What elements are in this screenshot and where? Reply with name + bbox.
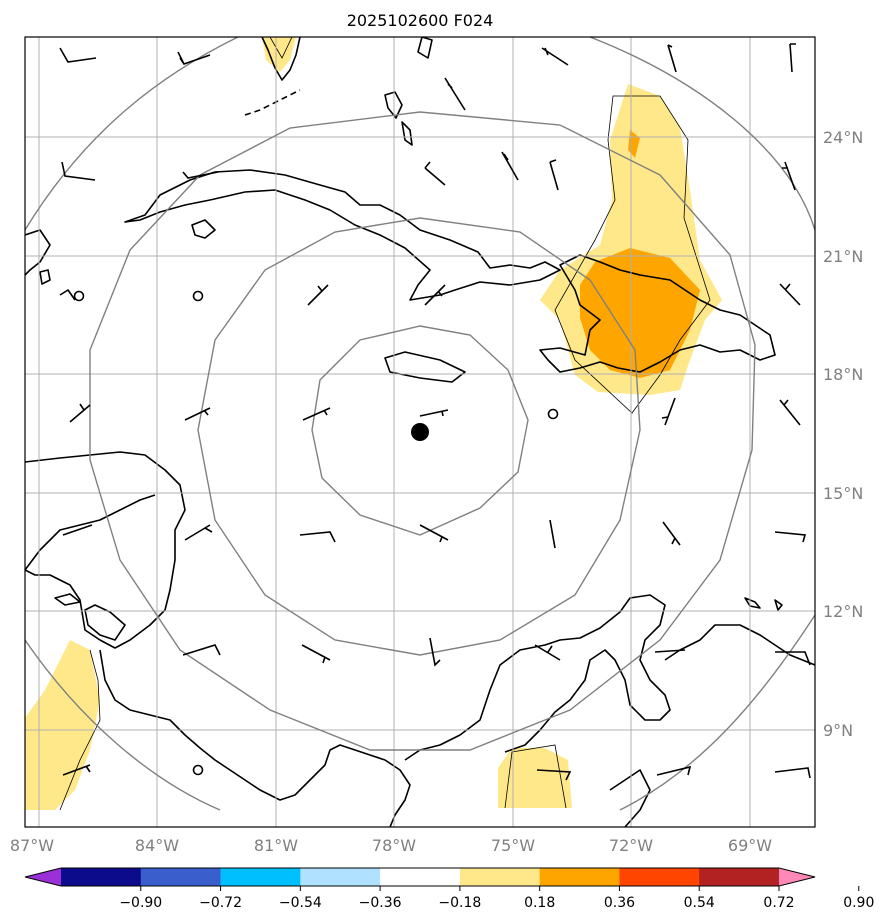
colorbar-tick-label: −0.54 bbox=[279, 895, 322, 911]
lon-label: 87°W bbox=[10, 836, 54, 855]
lon-label: 84°W bbox=[135, 836, 179, 855]
colorbar-tick-label: −0.90 bbox=[119, 895, 162, 911]
lat-label: 12°N bbox=[823, 602, 863, 621]
colorbar-segment bbox=[619, 868, 700, 886]
calm-markers bbox=[73, 290, 559, 776]
lon-label: 69°W bbox=[728, 836, 772, 855]
colorbar-tick-label: 0.54 bbox=[684, 895, 715, 911]
lat-labels: 24°N 21°N 18°N 15°N 12°N 9°N bbox=[823, 128, 863, 740]
colorbar-tick-label: 0.18 bbox=[524, 895, 555, 911]
storm-center-marker bbox=[411, 423, 429, 441]
lon-labels: 87°W 84°W 81°W 78°W 75°W 72°W 69°W bbox=[10, 836, 772, 855]
colorbar-outline bbox=[24, 867, 816, 887]
range-rings bbox=[25, 37, 815, 811]
lon-label: 72°W bbox=[609, 836, 653, 855]
colorbar-tick-label: −0.18 bbox=[438, 895, 481, 911]
lon-label: 78°W bbox=[372, 836, 416, 855]
colorbar-segment bbox=[699, 868, 780, 886]
lon-label: 81°W bbox=[254, 836, 298, 855]
colorbar-segment bbox=[61, 868, 142, 886]
lat-label: 9°N bbox=[823, 721, 853, 740]
lat-label: 18°N bbox=[823, 365, 863, 384]
contour-lines bbox=[59, 37, 711, 811]
coastlines bbox=[25, 37, 815, 827]
wind-barbs bbox=[59, 43, 811, 781]
colorbar-tick-label: 0.72 bbox=[763, 895, 794, 911]
colorbar-extend-low bbox=[25, 868, 61, 886]
colorbar-tick-label: 0.36 bbox=[604, 895, 635, 911]
map-title: 2025102600 F024 bbox=[347, 11, 494, 30]
map-frame bbox=[24, 36, 816, 828]
lat-label: 15°N bbox=[823, 484, 863, 503]
lon-label: 75°W bbox=[491, 836, 535, 855]
colorbar-extend-high bbox=[779, 868, 815, 886]
graticule bbox=[25, 37, 815, 827]
colorbar-tick-label: −0.36 bbox=[359, 895, 402, 911]
colorbar-tick-label: −0.72 bbox=[199, 895, 242, 911]
colorbar-segment bbox=[140, 868, 222, 886]
colorbar-segment bbox=[220, 868, 301, 886]
colorbar-segment bbox=[539, 868, 620, 886]
map-area bbox=[25, 37, 815, 827]
shaded-field bbox=[25, 37, 722, 810]
colorbar: −0.90 −0.72 −0.54 −0.36 −0.18 0.18 0.36 0.54 0.7… bbox=[24, 867, 874, 911]
colorbar-tick-label: 0.90 bbox=[843, 895, 874, 911]
lat-label: 21°N bbox=[823, 247, 863, 266]
colorbar-segment bbox=[459, 868, 541, 886]
colorbar-segment bbox=[380, 868, 461, 886]
lat-label: 24°N bbox=[823, 128, 863, 147]
colorbar-segment bbox=[300, 868, 381, 886]
